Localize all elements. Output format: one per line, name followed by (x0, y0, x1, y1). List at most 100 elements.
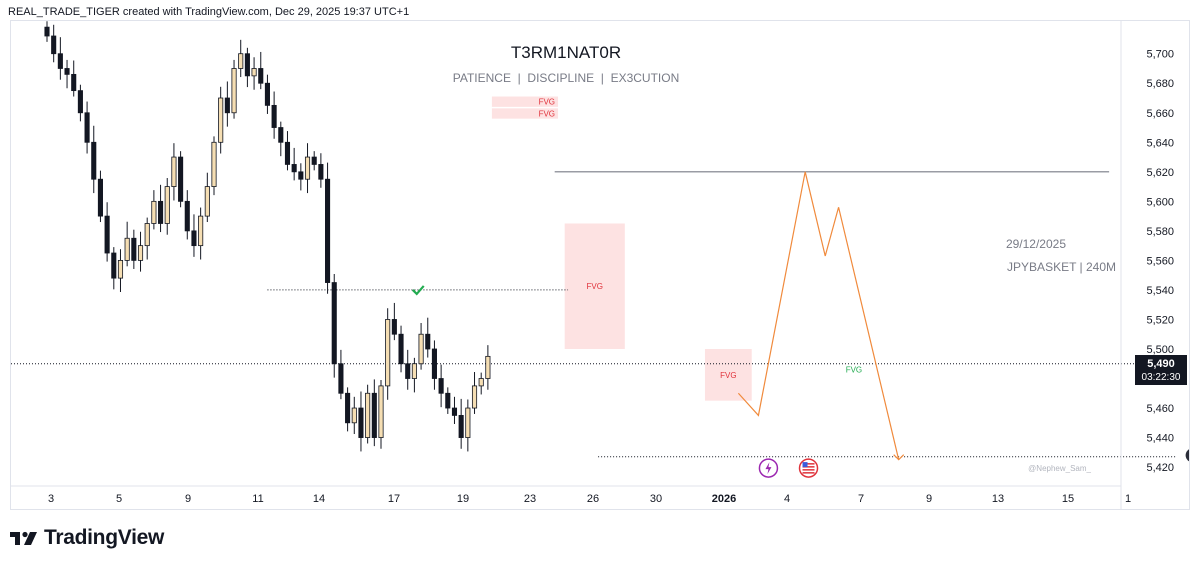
fvg-zone (491, 96, 559, 107)
candle-body (151, 200, 157, 224)
chart-frame[interactable]: FVG FVG FVG FVG FVG 5,700 5,680 5,660 5,640 5,6… (10, 20, 1200, 510)
y-tick-label: 5,520 (1146, 314, 1174, 326)
candle-body (57, 53, 63, 69)
x-tick-label: 9 (185, 493, 191, 505)
end-dot-icon (1185, 448, 1200, 463)
x-tick-label: 26 (587, 493, 599, 505)
author-signature: @Nephew_Sam_ (1028, 464, 1091, 473)
x-tick-label: 13 (992, 493, 1004, 505)
candle-body (158, 200, 164, 224)
x-tick-label: 4 (784, 493, 790, 505)
candle-body (451, 407, 458, 416)
candle-body (71, 73, 77, 92)
candle-body (411, 363, 417, 379)
candle-body (311, 156, 317, 165)
fvg-zone (491, 108, 559, 119)
candle-body (264, 82, 270, 106)
tradingview-wordmark: TradingView (44, 526, 165, 549)
y-tick-label: 5,420 (1146, 462, 1174, 474)
y-tick-label: 5,580 (1146, 226, 1174, 238)
candle-body (191, 230, 197, 247)
candle-body (471, 385, 478, 409)
candle-body (405, 363, 411, 379)
candle-body (91, 141, 97, 180)
us-flag-event-icon (798, 458, 819, 478)
candle-body (438, 378, 444, 394)
candle-body (77, 90, 83, 114)
candle-body (465, 407, 471, 438)
candle-body (345, 392, 351, 424)
x-tick-label: 19 (457, 493, 469, 505)
candle-body (64, 68, 70, 75)
candle-body (351, 407, 357, 424)
candle-body (365, 392, 371, 438)
candle-body (378, 385, 384, 438)
checkmark-icon (411, 285, 425, 296)
current-price-badge: 5,490 03:22:30 (1135, 355, 1187, 385)
price-chart[interactable]: FVG FVG FVG FVG FVG 5,700 5,680 5,660 5,640 5,6… (11, 21, 1200, 509)
candle-body (385, 319, 391, 387)
candle-body (84, 112, 90, 143)
y-tick-label: 5,560 (1146, 255, 1174, 267)
candle-body (144, 223, 150, 247)
current-price: 5,490 (1147, 358, 1175, 370)
chart-attribution: REAL_TRADE_TIGER created with TradingVie… (8, 6, 410, 18)
candle-body (198, 215, 204, 247)
x-tick-label: 17 (388, 493, 400, 505)
x-tick-label: 23 (524, 493, 536, 505)
candle-body (137, 245, 144, 261)
candle-body (458, 415, 464, 438)
x-tick-label: 7 (858, 493, 864, 505)
candle-body (418, 333, 424, 365)
candle-body (338, 363, 344, 394)
candle-body (258, 68, 264, 84)
fvg-label: FVG (539, 98, 555, 107)
x-tick-label: 5 (116, 493, 122, 505)
x-tick-label: 11 (252, 493, 263, 505)
tradingview-brand[interactable]: TradingView (10, 526, 164, 550)
candle-body (44, 26, 50, 37)
candle-body (325, 178, 331, 283)
projection-arrowhead (893, 454, 905, 461)
x-tick-label: 9 (926, 493, 932, 505)
candle-body (298, 171, 304, 180)
watermark-subtitle: PATIENCE | DISCIPLINE | EX3CUTION (453, 71, 680, 85)
info-symbol: JPYBASKET | 240M (1007, 260, 1116, 274)
candle-body (224, 97, 230, 114)
x-tick-label: 30 (650, 493, 662, 505)
candle-body (111, 252, 117, 279)
candle-body (331, 282, 337, 365)
candle-body (97, 178, 103, 217)
candle-body (478, 378, 484, 387)
fvg-zone (704, 348, 752, 401)
candle-body (391, 319, 397, 335)
candle-body (304, 156, 311, 180)
watermark-title: T3RM1NAT0R (511, 43, 621, 62)
candle-body (318, 164, 324, 180)
projection-path (737, 171, 900, 460)
x-tick-label: 14 (313, 493, 325, 505)
tradingview-logo-icon (10, 531, 37, 545)
candle-body (131, 237, 137, 261)
y-tick-label: 5,600 (1146, 196, 1174, 208)
candle-body (204, 186, 210, 217)
candle-body (104, 215, 110, 254)
y-tick-label: 5,700 (1146, 49, 1174, 61)
candle-body (358, 407, 364, 438)
candle-body (278, 127, 284, 143)
candle-body (178, 156, 184, 202)
y-tick-label: 5,620 (1146, 167, 1174, 179)
candle-body (284, 141, 291, 165)
x-tick-label: 15 (1062, 493, 1074, 505)
y-tick-label: 5,540 (1146, 285, 1174, 297)
info-date: 29/12/2025 (1006, 237, 1066, 251)
candle-body (251, 68, 257, 77)
y-tick-label: 5,440 (1146, 433, 1174, 445)
y-tick-label: 5,460 (1146, 403, 1174, 415)
candle-body (124, 237, 130, 261)
x-tick-label: 3 (48, 493, 54, 505)
candle-body (271, 104, 277, 128)
lightning-event-icon (758, 458, 779, 478)
bar-countdown: 03:22:30 (1142, 372, 1181, 383)
candle-body (445, 392, 451, 409)
